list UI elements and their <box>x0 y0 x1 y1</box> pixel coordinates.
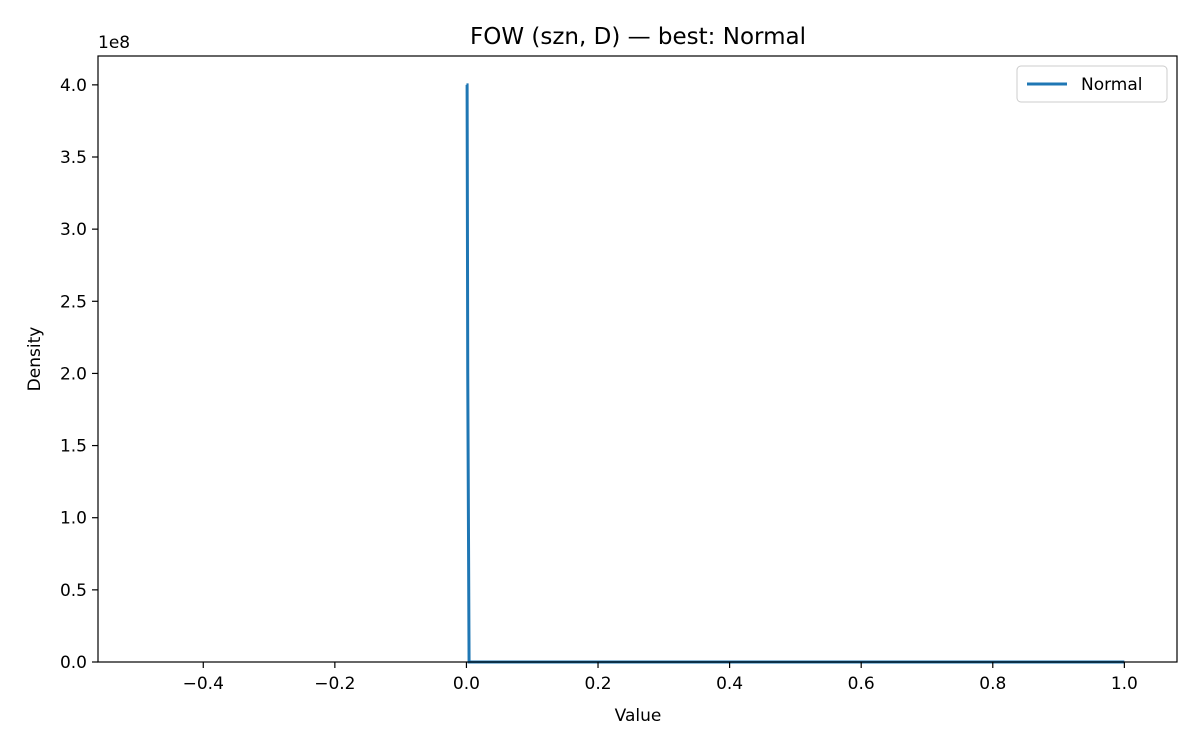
legend: Normal <box>1016 65 1168 103</box>
x-axis-label: Value <box>615 706 662 726</box>
legend-label: Normal <box>1081 75 1143 95</box>
y-offset-label: 1e8 <box>98 33 130 53</box>
y-tick-label: 1.0 <box>60 509 87 529</box>
x-tick-label: −0.4 <box>183 674 224 694</box>
legend-box <box>1016 65 1168 103</box>
series-line-normal <box>465 83 1125 664</box>
y-tick-label: 4.0 <box>60 76 87 96</box>
x-tick-label: 0.0 <box>453 674 480 694</box>
y-tick-label: 3.5 <box>60 148 87 168</box>
x-tick-label: 0.4 <box>716 674 743 694</box>
y-tick-label: 2.0 <box>60 364 87 384</box>
y-axis: 0.0 0.5 1.0 1.5 2.0 2.5 3.0 3.5 4.0 <box>60 76 98 673</box>
x-tick-label: 0.6 <box>848 674 875 694</box>
y-tick-label: 3.0 <box>60 220 87 240</box>
plot-area <box>465 83 1125 664</box>
x-tick-label: 0.8 <box>979 674 1006 694</box>
y-axis-label: Density <box>25 327 45 392</box>
chart-title: FOW (szn, D) — best: Normal <box>470 24 806 50</box>
y-tick-label: 1.5 <box>60 437 87 457</box>
y-tick-label: 0.0 <box>60 653 87 673</box>
x-tick-label: 0.2 <box>585 674 612 694</box>
y-tick-label: 0.5 <box>60 581 87 601</box>
plot-frame <box>97 55 1178 663</box>
y-tick-label: 2.5 <box>60 292 87 312</box>
x-tick-label: 1.0 <box>1111 674 1138 694</box>
x-axis: −0.4 −0.2 0.0 0.2 0.4 0.6 0.8 1.0 <box>183 662 1138 694</box>
x-tick-label: −0.2 <box>314 674 355 694</box>
